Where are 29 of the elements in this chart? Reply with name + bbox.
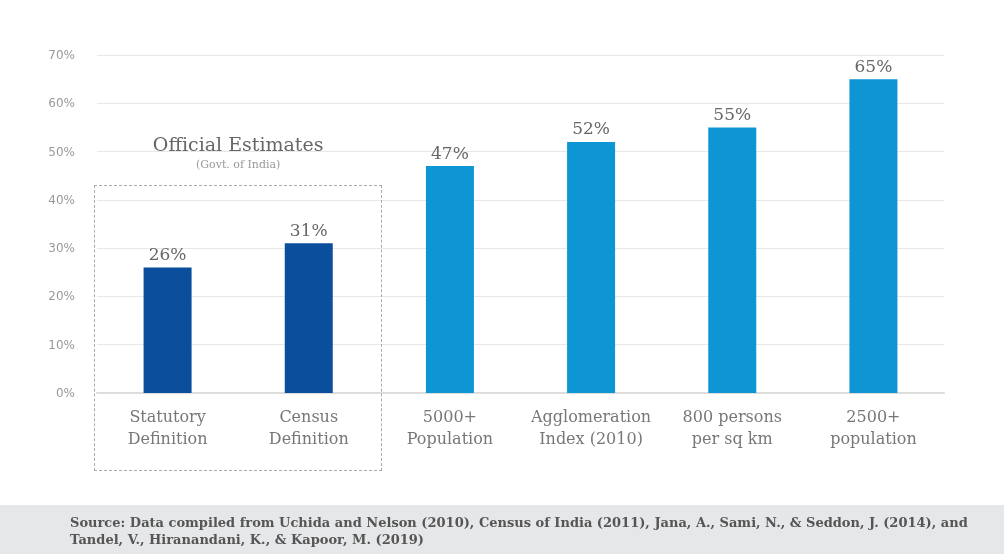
bar bbox=[143, 267, 192, 393]
x-tick-label: Statutory Definition bbox=[127, 406, 208, 448]
y-tick-label: 50% bbox=[48, 144, 75, 159]
source-note: Source: Data compiled from Uchida and Nelson (2010), Census of India (2011), Jana, A., Sami, N., & Seddon, J. (2014), and Tandel, V., Hiranandani, K., & Kapoor, M. (2019) bbox=[0, 505, 1004, 554]
y-tick-label: 60% bbox=[48, 96, 75, 111]
y-tick-label: 0% bbox=[55, 386, 75, 400]
x-tick-label: 800 persons per sq km bbox=[682, 406, 782, 448]
y-tick-label: 30% bbox=[48, 241, 75, 256]
x-tick-label: 5000+ Population bbox=[406, 406, 494, 448]
y-tick-label: 20% bbox=[48, 289, 75, 304]
annotation: Official Estimates bbox=[152, 133, 324, 155]
y-tick-label: 40% bbox=[48, 192, 75, 207]
data-label: 52% bbox=[572, 118, 610, 139]
y-tick-label: 70% bbox=[48, 48, 75, 62]
bar bbox=[849, 79, 898, 393]
x-tick-label: Agglomeration Index (2010) bbox=[530, 406, 652, 448]
y-tick-label: 10% bbox=[48, 337, 75, 352]
x-tick-label: Census Definition bbox=[268, 406, 349, 448]
annotation: (Govt. of India) bbox=[195, 158, 281, 171]
x-tick-label: 2500+ population bbox=[830, 406, 917, 448]
bar bbox=[284, 243, 333, 393]
data-label: 55% bbox=[713, 103, 752, 124]
data-label: 47% bbox=[431, 142, 469, 163]
data-label: 31% bbox=[289, 219, 328, 240]
data-label: 26% bbox=[148, 243, 187, 264]
bar bbox=[708, 127, 757, 393]
bar bbox=[567, 141, 616, 393]
bar bbox=[425, 166, 474, 393]
data-label: 65% bbox=[854, 55, 893, 76]
